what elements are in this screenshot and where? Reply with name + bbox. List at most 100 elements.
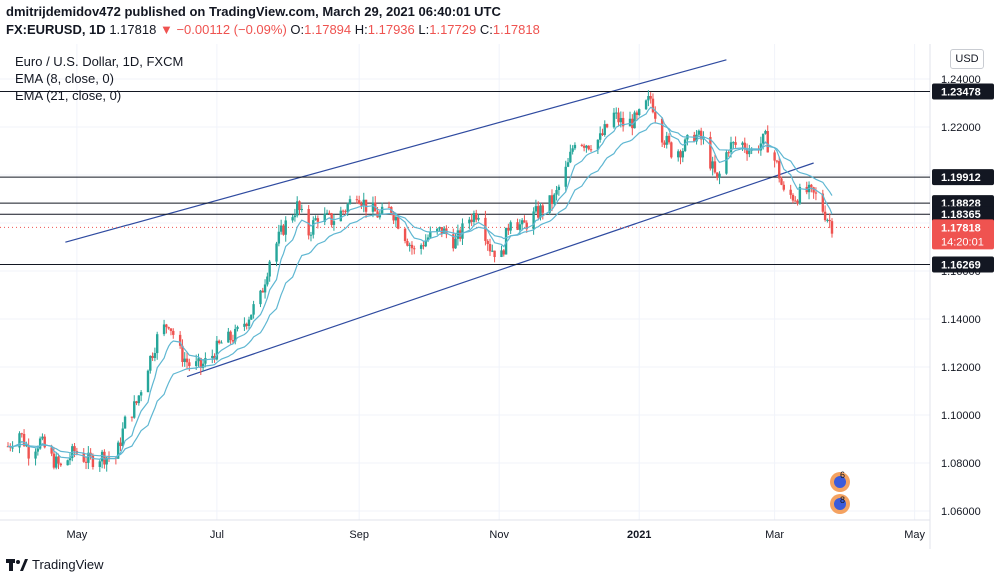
ema-21-legend[interactable]: EMA (21, close, 0) (15, 88, 122, 103)
candle-body (589, 149, 593, 151)
candle-body (403, 228, 407, 241)
candle-body (670, 142, 673, 158)
candle-body (794, 200, 797, 202)
candle-body (195, 361, 198, 367)
candle-body (323, 213, 326, 222)
candle-body (647, 96, 650, 101)
candle-body (424, 240, 427, 247)
candle-body (268, 261, 271, 277)
time-tick-label: 2021 (627, 529, 651, 541)
candle-body (571, 148, 574, 152)
time-tick-label: Sep (349, 529, 369, 541)
time-axis[interactable]: May Jul Sep Nov 2021 Mar May (66, 529, 925, 541)
candle-body (764, 131, 767, 134)
candle-body (396, 216, 400, 229)
countdown-label: 14:20:01 (941, 236, 984, 248)
candle-body (183, 358, 186, 362)
candle-body (693, 134, 696, 142)
candle-body (681, 151, 685, 158)
candle-body (20, 433, 23, 435)
candle-body (98, 461, 102, 467)
candle-body (307, 209, 310, 236)
ema-8-line[interactable] (7, 106, 833, 460)
candle-body (119, 442, 122, 447)
candle-body (727, 152, 730, 154)
candle-body (603, 124, 606, 135)
candle-body (711, 161, 714, 169)
ema-21-line[interactable] (7, 122, 833, 458)
candle-body (419, 245, 423, 249)
candle-body (475, 213, 478, 220)
candle-body (247, 319, 251, 326)
events-icon[interactable]: 6 8 (830, 470, 850, 514)
candle-body (215, 340, 219, 360)
candle-body (718, 173, 721, 178)
candle-body (507, 227, 510, 231)
candle-body (229, 331, 232, 341)
low-label: L: (418, 22, 430, 37)
candle-body (812, 187, 815, 193)
candle-body (282, 225, 285, 235)
candle-body (537, 206, 540, 218)
candle-body (84, 461, 88, 463)
candle-body (677, 151, 680, 158)
candle-body (509, 222, 512, 231)
candle-body (34, 451, 37, 459)
candle-body (312, 220, 315, 235)
horizontal-levels[interactable] (0, 91, 930, 266)
candles (6, 90, 834, 472)
candle-body (814, 192, 818, 194)
trend-channel[interactable] (65, 59, 814, 378)
candle-body (569, 151, 572, 163)
candle-body (619, 117, 623, 123)
candle-body (429, 231, 432, 238)
candle-body (348, 199, 352, 205)
candle-body (236, 326, 239, 329)
candle-body (181, 345, 184, 362)
current-price-tag (932, 219, 994, 250)
candle-body (504, 227, 508, 255)
candle-body (234, 328, 237, 342)
candle-body (410, 244, 414, 249)
svg-text:8: 8 (840, 495, 845, 505)
high-label: H: (354, 22, 368, 37)
candle-body (780, 178, 783, 185)
ema-8-legend[interactable]: EMA (8, close, 0) (15, 71, 114, 86)
candle-body (362, 199, 365, 206)
candle-body (778, 161, 781, 179)
candle-body (633, 112, 636, 129)
candle-body (654, 112, 657, 119)
last-price: 1.17818 (109, 22, 157, 37)
candle-body (743, 142, 746, 150)
candle-body (204, 357, 207, 364)
price-axis[interactable]: 1.240001.220001.200001.180001.160001.140… (941, 74, 981, 518)
candle-body (18, 433, 21, 448)
candle-body (199, 358, 203, 369)
candle-body (697, 130, 701, 135)
chart-title-legend[interactable]: Euro / U.S. Dollar, 1D, FXCM (15, 54, 184, 69)
footer-brand-label: TradingView (32, 557, 104, 572)
candle-body (217, 340, 221, 344)
candle-body (309, 234, 313, 236)
candle-body (617, 112, 620, 123)
candle-body (470, 219, 473, 222)
candle-body (298, 201, 301, 211)
candle-body (440, 227, 444, 234)
candle-body (133, 401, 136, 418)
currency-button[interactable]: USD (950, 49, 984, 69)
candle-body (291, 217, 294, 221)
time-tick-label: May (66, 529, 87, 541)
candle-body (59, 463, 62, 466)
candle-body (261, 290, 264, 293)
footer-brand[interactable]: TradingView (6, 557, 104, 572)
candle-body (500, 250, 503, 257)
candle-body (486, 240, 489, 245)
candle-body (745, 149, 749, 155)
candle-body (748, 150, 751, 155)
candle-body (380, 206, 384, 214)
candle-body (598, 133, 602, 140)
candle-body (729, 142, 733, 153)
candle-body (66, 460, 69, 466)
candle-body (245, 323, 248, 326)
